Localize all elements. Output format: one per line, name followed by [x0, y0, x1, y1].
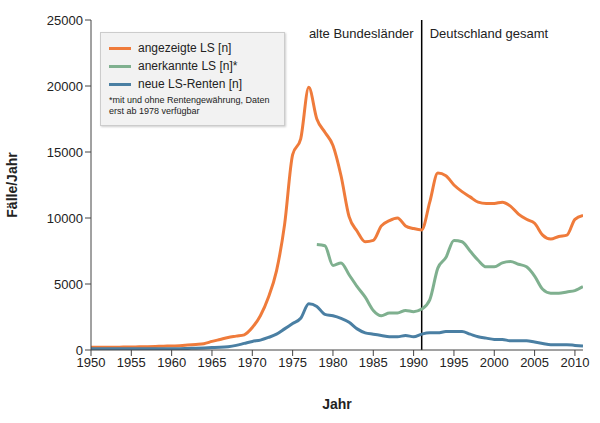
svg-text:1955: 1955 [117, 355, 146, 370]
svg-text:1990: 1990 [399, 355, 428, 370]
svg-text:1960: 1960 [157, 355, 186, 370]
svg-text:Fälle/Jahr: Fälle/Jahr [8, 152, 20, 218]
svg-text:1970: 1970 [238, 355, 267, 370]
svg-text:20000: 20000 [47, 79, 83, 94]
svg-text:2000: 2000 [480, 355, 509, 370]
svg-text:1995: 1995 [439, 355, 468, 370]
svg-text:1980: 1980 [319, 355, 348, 370]
html-text:anerkannte LS [n]*: anerkannte LS [n]* [138, 59, 238, 73]
svg-text:1975: 1975 [278, 355, 307, 370]
html-text:*mit und ohne Rentengewährung,: *mit und ohne Rentengewährung, Daten ers… [109, 95, 270, 116]
html-text:angezeigte LS [n]: angezeigte LS [n] [138, 41, 232, 55]
svg-text:15000: 15000 [47, 145, 83, 160]
svg-text:0: 0 [76, 343, 83, 358]
svg-text:Jahr: Jahr [322, 396, 352, 412]
svg-text:1985: 1985 [359, 355, 388, 370]
svg-text:2005: 2005 [520, 355, 549, 370]
svg-text:25000: 25000 [47, 13, 83, 28]
svg-text:Deutschland gesamt: Deutschland gesamt [430, 26, 549, 41]
svg-text:1950: 1950 [76, 355, 106, 371]
svg-text:2010: 2010 [560, 355, 589, 370]
svg-text:alte Bundesländer: alte Bundesländer [309, 26, 414, 41]
html-text:neue LS-Renten [n]: neue LS-Renten [n] [138, 77, 243, 91]
svg-text:1965: 1965 [198, 355, 227, 370]
svg-text:10000: 10000 [47, 211, 83, 226]
svg-text:5000: 5000 [54, 277, 83, 292]
